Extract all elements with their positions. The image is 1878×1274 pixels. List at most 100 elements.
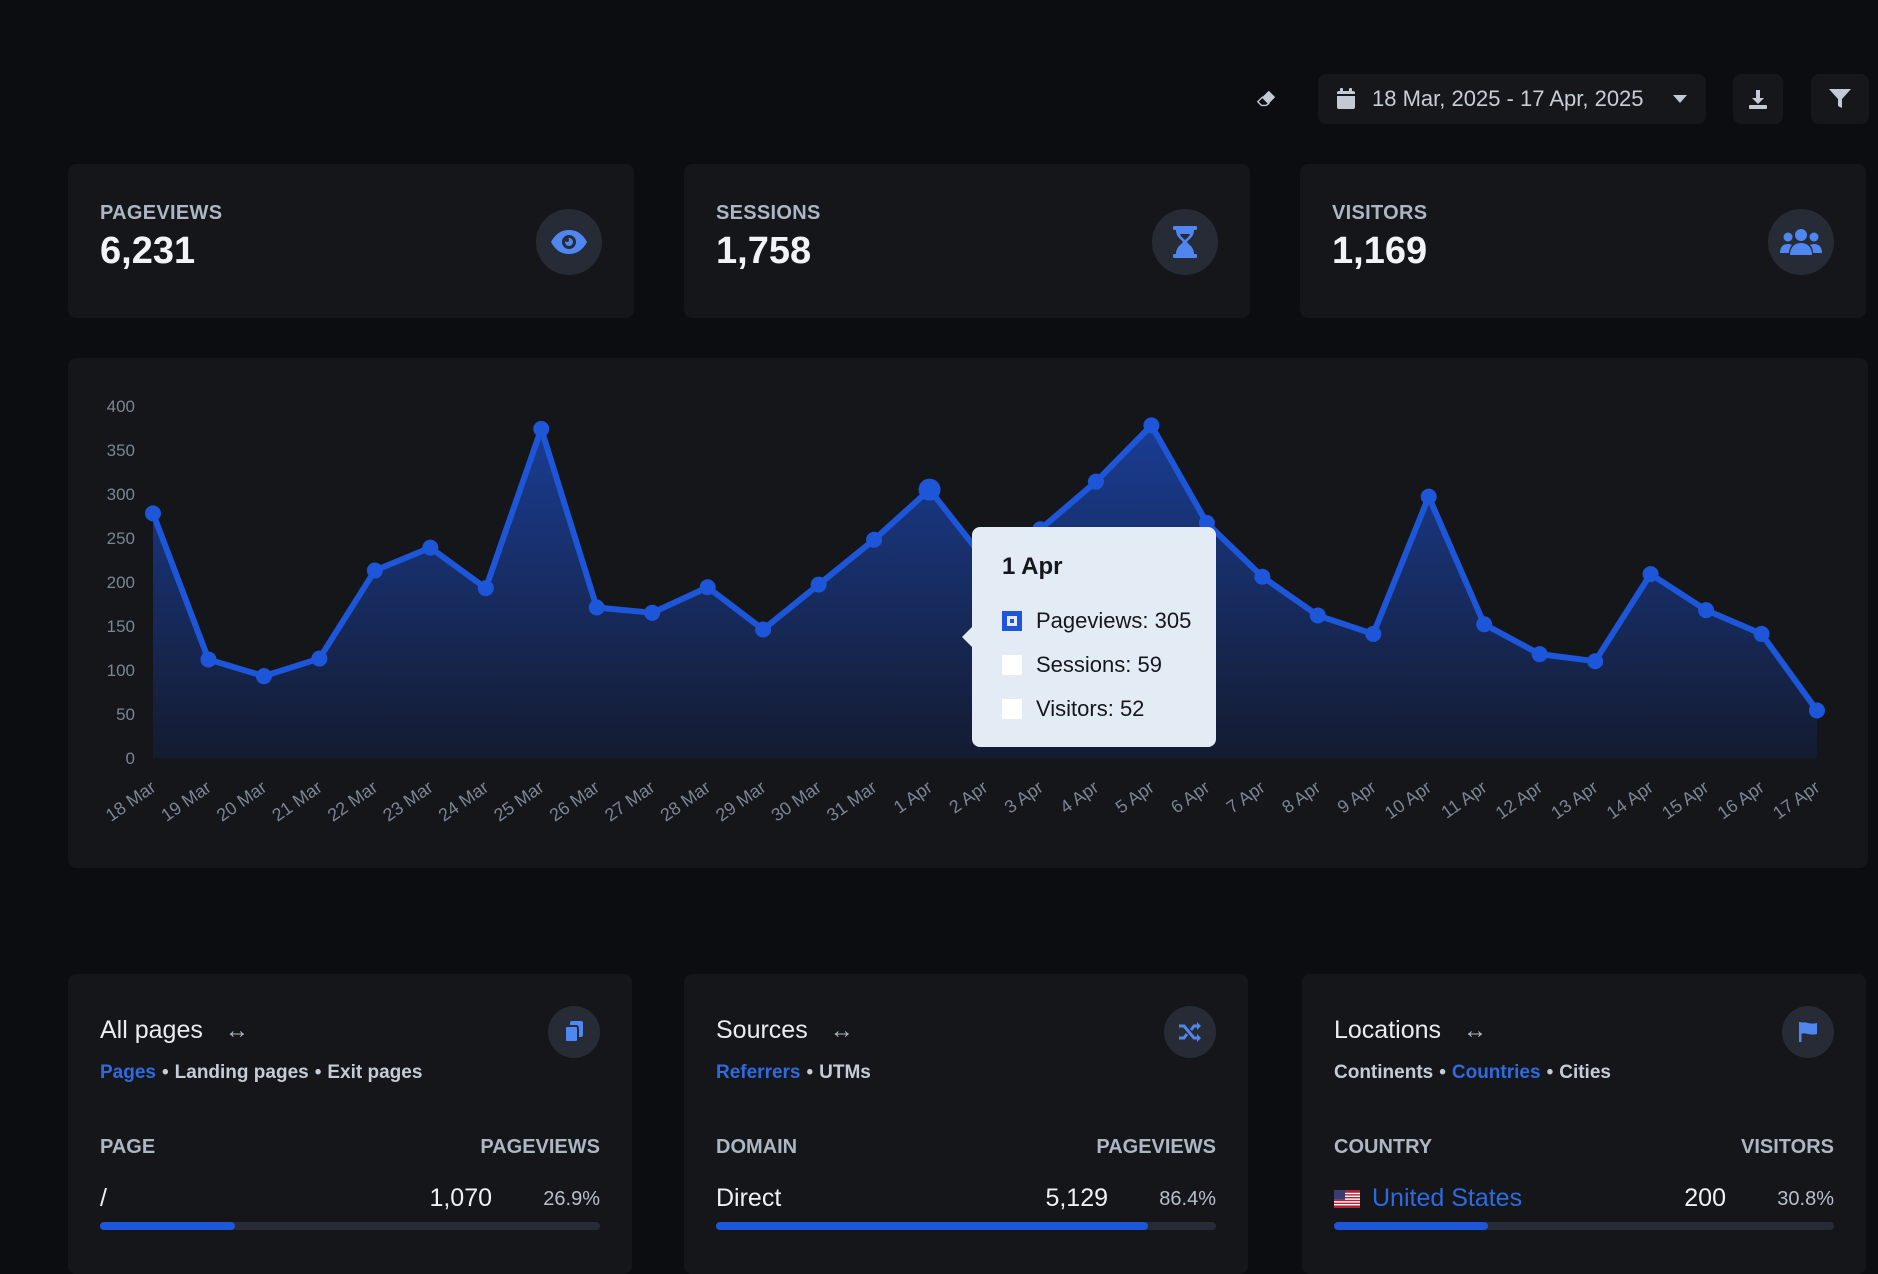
data-point[interactable] (1087, 473, 1104, 490)
data-point[interactable] (1309, 607, 1326, 624)
data-point[interactable] (1753, 625, 1770, 642)
x-tick-label: 14 Apr (1603, 777, 1657, 823)
tab-landing-pages[interactable]: Landing pages (174, 1062, 309, 1083)
x-tick-label: 4 Apr (1056, 777, 1102, 817)
data-point[interactable] (145, 505, 161, 522)
data-point[interactable] (311, 650, 328, 667)
data-point[interactable] (200, 651, 217, 668)
x-tick-label: 26 Mar (546, 777, 603, 826)
data-point[interactable] (1365, 625, 1382, 642)
stat-label: SESSIONS (716, 202, 821, 224)
data-point[interactable] (1587, 653, 1604, 670)
tooltip-row-sessions: Sessions: 59 (1002, 643, 1216, 687)
share-bar (100, 1222, 600, 1230)
tooltip-row-visitors: Visitors: 52 (1002, 687, 1216, 731)
tooltip-title: 1 Apr (1002, 553, 1063, 580)
x-tick-label: 17 Apr (1769, 777, 1823, 823)
data-point[interactable] (699, 579, 716, 596)
stat-value: 1,758 (716, 230, 812, 272)
row-value: 5,129 (1045, 1184, 1108, 1212)
data-point[interactable] (755, 621, 772, 638)
row-label[interactable]: / (100, 1184, 107, 1212)
column-header[interactable]: VISITORS (1741, 1136, 1834, 1158)
column-header[interactable]: COUNTRY (1334, 1136, 1433, 1158)
tab-countries[interactable]: Countries (1451, 1062, 1541, 1083)
flag-icon (1782, 1006, 1834, 1058)
x-tick-label: 22 Mar (324, 777, 381, 826)
x-tick-label: 30 Mar (768, 777, 825, 826)
row-value: 200 (1684, 1184, 1726, 1212)
panel-tabs: Pages • Landing pages • Exit pages (100, 1062, 423, 1083)
x-tick-label: 6 Apr (1167, 777, 1213, 817)
us-flag-icon (1334, 1189, 1360, 1208)
x-tick-label: 2 Apr (945, 777, 991, 817)
eye-icon (536, 209, 602, 275)
country-row-label[interactable]: United States (1334, 1184, 1522, 1213)
toolbar: 18 Mar, 2025 - 17 Apr, 2025 (0, 74, 1878, 126)
data-point[interactable] (866, 531, 883, 548)
data-point[interactable] (644, 604, 661, 621)
pageviews-chart: 0 50 100 150 200 250 300 350 400 18 Mar 19 Mar 20 M… (68, 358, 1868, 868)
data-point[interactable] (477, 580, 494, 597)
y-tick-label: 350 (107, 441, 135, 460)
y-tick-label: 250 (107, 529, 135, 548)
eraser-icon (1255, 88, 1277, 110)
data-point[interactable] (533, 420, 550, 437)
x-tick-label: 1 Apr (890, 777, 936, 817)
panel-title: Sources ↔ (716, 1016, 854, 1045)
country-name-link[interactable]: United States (1372, 1184, 1523, 1212)
data-point[interactable] (810, 576, 827, 593)
data-point[interactable] (1476, 616, 1493, 633)
pages-panel: All pages ↔ Pages • Landing pages • Exit pag… (68, 974, 632, 1274)
y-tick-label: 200 (107, 573, 135, 592)
x-tick-label: 27 Mar (601, 777, 658, 826)
data-point[interactable] (1642, 566, 1659, 583)
expand-arrows-icon[interactable]: ↔ (829, 1016, 854, 1044)
download-button[interactable] (1733, 74, 1783, 124)
tab-utms[interactable]: UTMs (819, 1062, 871, 1083)
date-range-label: 18 Mar, 2025 - 17 Apr, 2025 (1372, 86, 1644, 111)
data-point[interactable] (1809, 702, 1825, 719)
x-tick-label: 16 Apr (1714, 777, 1768, 823)
visitors-swatch (1002, 699, 1022, 719)
share-bar (716, 1222, 1216, 1230)
tab-referrers[interactable]: Referrers (716, 1062, 801, 1083)
locations-panel: Locations ↔ Continents • Countries • Cities … (1302, 974, 1866, 1274)
data-point[interactable] (1143, 417, 1160, 434)
filter-button[interactable] (1811, 74, 1869, 124)
tooltip-text: Sessions: 59 (1036, 652, 1162, 677)
tab-continents[interactable]: Continents (1334, 1062, 1434, 1083)
tab-exit-pages[interactable]: Exit pages (327, 1062, 423, 1083)
data-point[interactable] (1420, 488, 1437, 505)
tab-cities[interactable]: Cities (1559, 1062, 1611, 1083)
column-header[interactable]: PAGEVIEWS (480, 1136, 600, 1158)
visitors-card: VISITORS 1,169 (1300, 164, 1866, 318)
data-point[interactable] (255, 668, 272, 685)
clear-filters-button[interactable] (1244, 74, 1288, 124)
date-range-picker[interactable]: 18 Mar, 2025 - 17 Apr, 2025 (1318, 74, 1706, 124)
row-label[interactable]: Direct (716, 1184, 782, 1212)
data-point[interactable] (422, 539, 439, 556)
share-bar-fill (716, 1222, 1148, 1230)
x-tick-label: 23 Mar (379, 777, 436, 826)
y-tick-label: 400 (107, 397, 135, 416)
data-point[interactable] (1531, 646, 1548, 663)
expand-arrows-icon[interactable]: ↔ (1463, 1016, 1488, 1044)
tab-pages[interactable]: Pages (100, 1062, 156, 1083)
panel-title-text: All pages (100, 1016, 203, 1044)
data-point[interactable] (1254, 568, 1271, 585)
row-percent: 86.4% (1159, 1188, 1216, 1210)
data-point[interactable] (588, 599, 605, 616)
tooltip-text: Visitors: 52 (1036, 696, 1145, 721)
expand-arrows-icon[interactable]: ↔ (224, 1016, 249, 1044)
x-tick-label: 7 Apr (1223, 777, 1269, 817)
data-point[interactable] (366, 562, 383, 579)
panel-title: Locations ↔ (1334, 1016, 1487, 1045)
x-tick-label: 24 Mar (435, 777, 492, 826)
tooltip-row-pageviews: Pageviews: 305 (1002, 599, 1216, 643)
data-point[interactable] (918, 478, 941, 501)
column-header[interactable]: PAGEVIEWS (1096, 1136, 1216, 1158)
column-header[interactable]: PAGE (100, 1136, 156, 1158)
column-header[interactable]: DOMAIN (716, 1136, 798, 1158)
data-point[interactable] (1698, 602, 1715, 619)
